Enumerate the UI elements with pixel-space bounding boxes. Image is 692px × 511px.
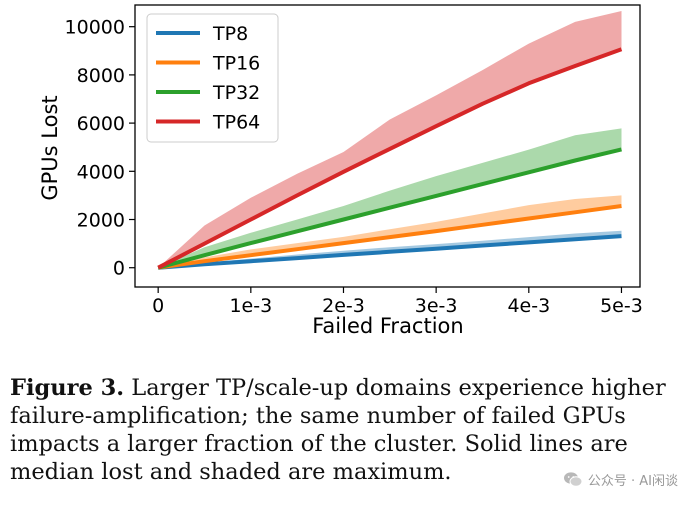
- x-tick-label: 1e-3: [229, 295, 272, 317]
- y-tick-label: 10000: [65, 17, 125, 39]
- legend-label-tp64: TP64: [212, 112, 260, 134]
- legend: TP8 TP16 TP32 TP64: [146, 13, 279, 143]
- x-axis-ticks: 0 1e-3 2e-3 3e-3 4e-3 5e-3: [152, 287, 643, 317]
- wechat-icon: [563, 472, 583, 487]
- x-tick-label: 5e-3: [600, 295, 643, 317]
- x-tick-label: 3e-3: [415, 295, 458, 317]
- x-axis-label: Failed Fraction: [312, 314, 463, 338]
- y-tick-label: 0: [113, 258, 125, 280]
- y-axis-label: GPUs Lost: [38, 95, 62, 200]
- x-tick-label: 2e-3: [322, 295, 365, 317]
- legend-label-tp16: TP16: [212, 53, 260, 75]
- median-line-tp16: [157, 204, 622, 270]
- watermark-text: 公众号 · AI闲谈: [587, 474, 678, 489]
- x-tick-label: 0: [152, 295, 164, 317]
- x-tick-label: 4e-3: [507, 295, 550, 317]
- median-line-tp64: [157, 47, 623, 270]
- plot-frame: [134, 4, 641, 288]
- y-tick-label: 6000: [77, 113, 125, 135]
- median-line-tp32: [157, 147, 622, 270]
- legend-label-tp32: TP32: [212, 82, 260, 104]
- legend-box: [146, 13, 279, 143]
- figure-label: Figure 3.: [10, 375, 125, 401]
- watermark: 公众号 · AI闲谈: [563, 470, 678, 489]
- legend-label-tp8: TP8: [212, 23, 248, 45]
- y-tick-label: 2000: [77, 210, 125, 232]
- figure-caption: Figure 3. Larger TP/scale-up domains exp…: [10, 374, 682, 486]
- median-lines: [157, 47, 623, 270]
- max-band-tp32: [158, 128, 622, 268]
- max-band-tp16: [158, 195, 622, 268]
- caption-text: Larger TP/scale-up domains experience hi…: [10, 375, 666, 485]
- median-line-tp8: [158, 234, 622, 270]
- y-tick-label: 4000: [77, 161, 125, 183]
- y-tick-label: 8000: [77, 65, 125, 87]
- y-axis-ticks: 0 2000 4000 6000 8000 10000: [65, 17, 135, 280]
- max-band-tp64: [158, 11, 622, 268]
- chart: 0 1e-3 2e-3 3e-3 4e-3 5e-3 0 2000 4000 6000 8000 1…: [38, 4, 643, 338]
